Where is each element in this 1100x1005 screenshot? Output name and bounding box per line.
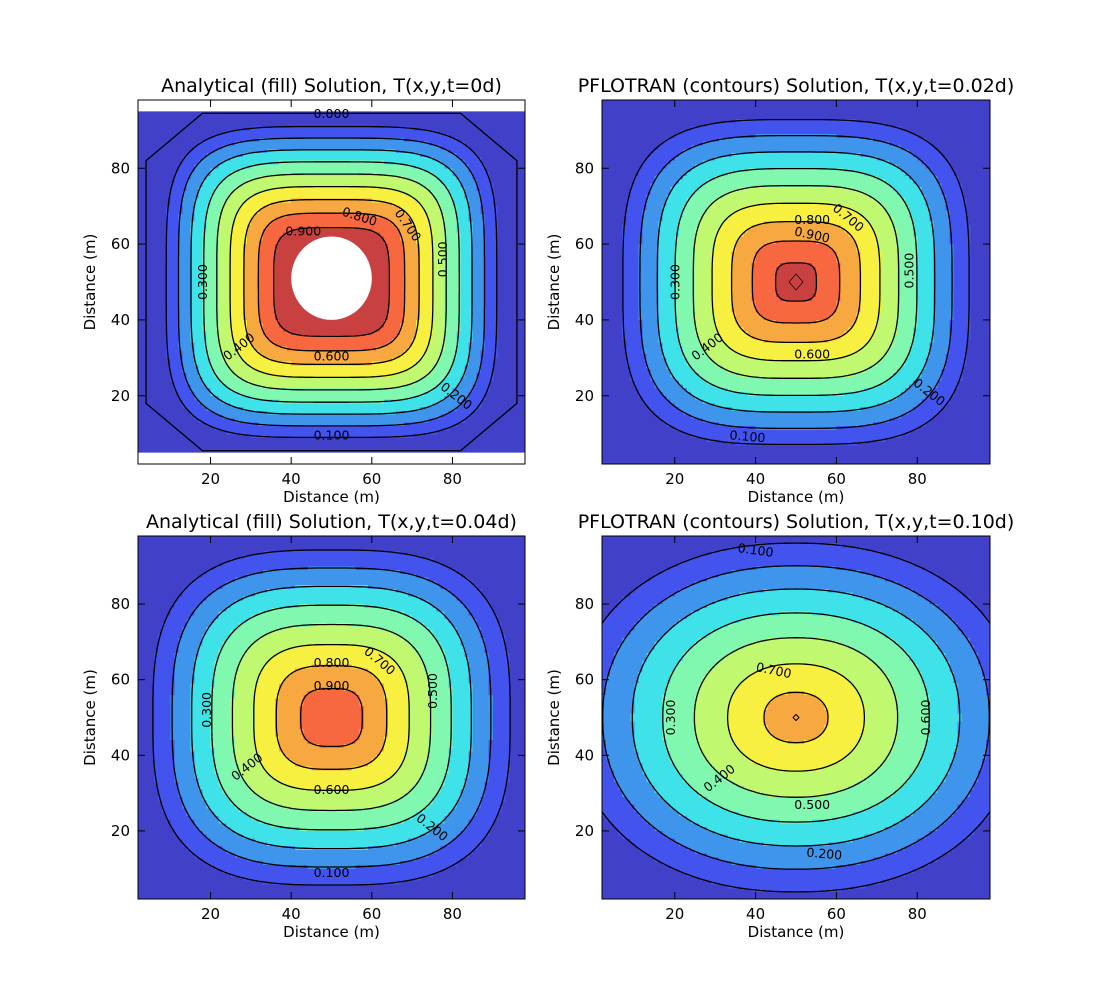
panel-4-xtick-label: 40 [746,905,765,923]
panel-1-xtick-label: 40 [282,470,301,488]
panel-4-contour-label-group: 0.300 [663,698,679,738]
panel-1-ytick-label: 60 [111,235,130,253]
panel-2-xtick-label: 20 [665,470,684,488]
panel-4-contour-label: 0.200 [806,845,843,863]
panel-3-xtick-label: 20 [201,905,220,923]
panel-3-contour-label: 0.600 [314,782,350,797]
panel-1-plot-area: 0.0000.1000.2000.3000.4000.5000.6000.700… [138,100,525,464]
panel-1-ytick-label: 40 [111,311,130,329]
panel-3-contour-label-group: 0.900 [312,677,352,693]
panel-3-contour-label-group: 0.600 [312,781,352,797]
panel-3-ytick-label: 60 [111,671,130,689]
panel-1-contour-label: 0.900 [285,223,321,238]
panel-3-xtick-label: 60 [362,905,381,923]
panel-4-ylabel: Distance (m) [545,669,563,766]
panel-4-contour-label: 0.500 [794,797,830,812]
panel-4-title: PFLOTRAN (contours) Solution, T(x,y,t=0.… [578,511,1015,533]
panel-1-xlabel: Distance (m) [283,488,380,506]
panel-4-contour-label: 0.600 [918,700,933,736]
panel-2-contour-label-group: 0.300 [667,262,683,302]
panel-3-xtick-label: 40 [282,905,301,923]
panel-4-ytick-label: 80 [575,595,594,613]
panel-3-xlabel: Distance (m) [283,923,380,941]
panel-1-contour-label-group: 0.600 [312,348,352,364]
panel-3-group: 0.1000.2000.3000.4000.5000.6000.7000.800… [81,511,525,941]
panel-1-contour-label: 0.100 [314,427,350,442]
panel-2-contour-label: 0.600 [794,347,830,362]
panel-1-contour-label-group: 0.100 [312,427,352,443]
panel-3-contour-label: 0.300 [199,692,214,728]
panel-4-xtick-label: 80 [908,905,927,923]
panel-2-contour-label-group: 0.600 [792,346,832,362]
panel-3-contour-label: 0.900 [314,678,350,693]
panel-2-xtick-label: 80 [908,470,927,488]
panel-2-ylabel: Distance (m) [545,234,563,331]
panel-2-ytick-label: 80 [575,159,594,177]
panel-2-xtick-label: 60 [827,470,846,488]
panel-1-xtick-label: 60 [362,470,381,488]
panel-3-contour-label-group: 0.500 [424,671,440,711]
panel-2-ytick-label: 40 [575,311,594,329]
panel-1-contour-label-group: 0.300 [195,262,211,302]
panel-2-plot-area: 0.1000.2000.3000.4000.5000.6000.7000.800… [602,100,990,464]
panel-4-contour-label-group: 0.500 [792,797,832,813]
panel-1-contour-label: 0.600 [314,348,350,363]
panel-2-title: PFLOTRAN (contours) Solution, T(x,y,t=0.… [578,75,1015,97]
panel-1-ytick-label: 80 [111,159,130,177]
panel-3-contour-label-group: 0.300 [199,690,215,730]
panel-2-group: 0.1000.2000.3000.4000.5000.6000.7000.800… [545,75,1014,506]
panel-3-contour-label: 0.500 [425,673,440,709]
panel-1-bottom-margin [138,453,525,464]
panel-2-contour-label: 0.500 [902,253,917,289]
panel-1-title: Analytical (fill) Solution, T(x,y,t=0d) [161,75,502,97]
panel-1-contour-label: 0.300 [195,264,210,300]
panel-1-xtick-label: 20 [201,470,220,488]
panel-2-contour-label: 0.300 [667,264,682,300]
panel-3-title: Analytical (fill) Solution, T(x,y,t=0.04… [146,511,517,533]
panel-2-xtick-label: 40 [746,470,765,488]
panel-4-xlabel: Distance (m) [748,923,845,941]
panel-1-contour-label-group: 0.500 [434,239,450,279]
panel-3-contour-label-group: 0.100 [312,865,352,881]
panel-1-contour-label: 0.500 [435,241,450,277]
panel-3-ytick-label: 20 [111,822,130,840]
panel-1-group: 0.0000.1000.2000.3000.4000.5000.6000.700… [81,75,525,506]
panel-3-contour-label-group: 0.800 [312,655,352,671]
panel-2-contour-label: 0.100 [729,427,766,445]
panel-2-xlabel: Distance (m) [748,488,845,506]
panel-2-ytick-label: 20 [575,387,594,405]
panel-1-ylabel: Distance (m) [81,234,99,331]
panel-3-ytick-label: 80 [111,595,130,613]
panel-4-ytick-label: 60 [575,671,594,689]
panel-2-ytick-label: 60 [575,235,594,253]
panel-4-ytick-label: 20 [575,822,594,840]
panel-1-xtick-label: 80 [443,470,462,488]
panel-4-ytick-label: 40 [575,746,594,764]
panel-4-xtick-label: 20 [665,905,684,923]
panel-1-contour-label: 0.000 [314,106,350,121]
panel-3-contour-label: 0.800 [314,655,350,670]
panel-1-ytick-label: 20 [111,387,130,405]
panel-3-xtick-label: 80 [443,905,462,923]
panel-2-contour-label-group: 0.500 [901,251,917,291]
panel-4-xtick-label: 60 [827,905,846,923]
panel-1-core-region [291,237,372,320]
panel-4-contour-label: 0.300 [663,700,678,736]
panel-4-contour-label-group: 0.600 [917,698,933,738]
panel-3-plot-area: 0.1000.2000.3000.4000.5000.6000.7000.800… [138,536,525,899]
panel-3-ylabel: Distance (m) [81,669,99,766]
panel-1-contour-label-group: 0.000 [312,105,352,121]
panel-3-ytick-label: 40 [111,746,130,764]
panel-1-contour-label-group: 0.900 [283,223,323,239]
panel-3-contour-label: 0.100 [314,865,350,880]
